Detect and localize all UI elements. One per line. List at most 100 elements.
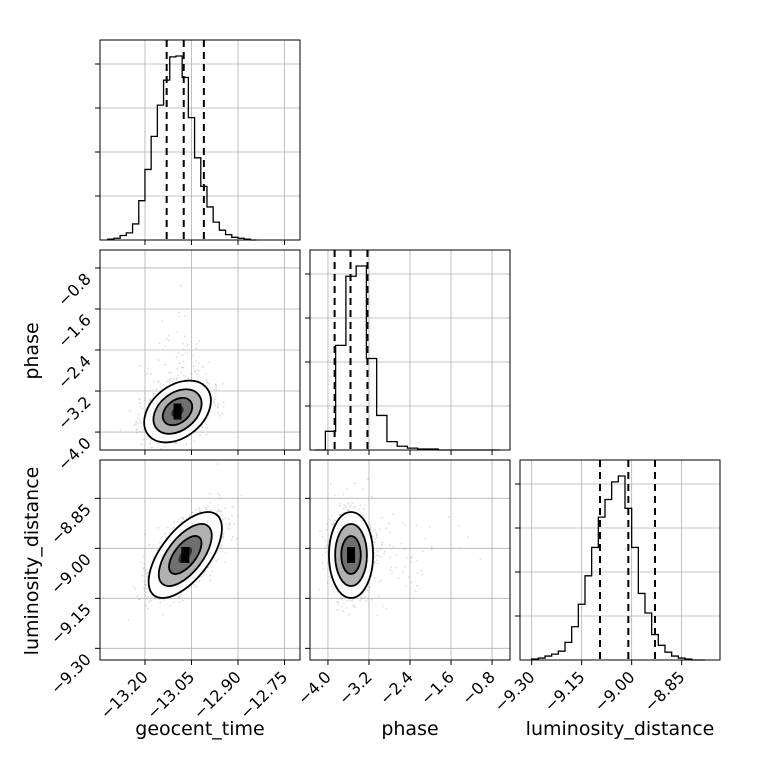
scatter-geocent-time-vs-luminosity-distance-point <box>211 570 213 572</box>
scatter-geocent-time-vs-phase-point <box>215 386 217 389</box>
x-axis-label-phase: phase <box>381 718 438 740</box>
scatter-phase-vs-luminosity-distance-point <box>325 551 328 553</box>
scatter-geocent-time-vs-luminosity-distance-point <box>190 585 193 588</box>
scatter-phase-vs-luminosity-distance-point <box>342 609 344 612</box>
scatter-phase-vs-luminosity-distance-point <box>326 523 329 526</box>
scatter-phase-vs-luminosity-distance-point <box>373 577 376 580</box>
scatter-geocent-time-vs-phase-point <box>149 397 152 400</box>
x-tick-label-luminosity-distance: −9.30 <box>490 667 538 715</box>
scatter-phase-vs-luminosity-distance-point <box>375 536 378 539</box>
scatter-geocent-time-vs-phase-point <box>214 398 217 401</box>
scatter-phase-vs-luminosity-distance-frame <box>309 459 511 661</box>
scatter-geocent-time-vs-luminosity-distance-point <box>141 574 144 577</box>
scatter-geocent-time-vs-luminosity-distance-point <box>209 493 212 495</box>
scatter-phase-vs-luminosity-distance-point <box>466 536 469 539</box>
scatter-phase-vs-luminosity-distance-point <box>389 556 392 559</box>
scatter-geocent-time-vs-luminosity-distance-point <box>143 566 145 569</box>
scatter-geocent-time-vs-phase-point <box>217 406 219 409</box>
scatter-geocent-time-vs-luminosity-distance-point <box>146 575 149 578</box>
scatter-phase-vs-luminosity-distance-point <box>410 561 413 564</box>
scatter-geocent-time-vs-luminosity-distance-point <box>190 511 193 514</box>
scatter-geocent-time-vs-phase-point <box>167 334 170 337</box>
scatter-geocent-time-vs-phase-point <box>164 345 167 347</box>
scatter-phase-vs-luminosity-distance-point <box>324 540 327 542</box>
scatter-geocent-time-vs-luminosity-distance-point <box>182 516 185 519</box>
scatter-phase-vs-luminosity-distance-point <box>365 600 367 603</box>
scatter-geocent-time-vs-phase-point <box>136 422 139 425</box>
y-axis-label-phase: phase <box>21 322 43 379</box>
scatter-geocent-time-vs-luminosity-distance-point <box>181 599 184 602</box>
scatter-phase-vs-luminosity-distance-point <box>347 502 350 505</box>
scatter-geocent-time-vs-phase-point <box>216 412 219 414</box>
scatter-geocent-time-vs-phase-point <box>195 373 198 376</box>
scatter-geocent-time-vs-phase-point <box>184 352 187 355</box>
scatter-geocent-time-vs-luminosity-distance-point <box>143 562 146 565</box>
scatter-geocent-time-vs-phase-point <box>221 412 224 415</box>
y-tick-label-luminosity-distance: −9.15 <box>47 600 95 648</box>
scatter-geocent-time-vs-phase-point <box>168 371 170 374</box>
scatter-geocent-time-vs-luminosity-distance-point <box>222 534 225 537</box>
scatter-geocent-time-vs-luminosity-distance-point <box>145 587 148 590</box>
scatter-geocent-time-vs-phase-point <box>139 405 142 408</box>
scatter-phase-vs-luminosity-distance-point <box>352 506 355 509</box>
scatter-phase-vs-luminosity-distance-point <box>371 598 373 601</box>
scatter-geocent-time-vs-luminosity-distance-point <box>142 567 145 570</box>
scatter-geocent-time-vs-luminosity-distance-point <box>209 579 212 582</box>
scatter-geocent-time-vs-phase-point <box>143 392 146 395</box>
scatter-phase-vs-luminosity-distance-point <box>362 488 365 490</box>
scatter-geocent-time-vs-luminosity-distance-point <box>232 535 234 538</box>
x-tick-label-geocent-time: −12.75 <box>236 667 291 722</box>
scatter-geocent-time-vs-luminosity-distance-point <box>217 492 219 495</box>
scatter-geocent-time-vs-phase-point <box>207 361 210 364</box>
scatter-geocent-time-vs-luminosity-distance-point <box>221 544 223 546</box>
scatter-phase-vs-luminosity-distance-point <box>401 571 404 574</box>
scatter-phase-vs-luminosity-distance-point <box>369 528 372 531</box>
scatter-geocent-time-vs-phase-point <box>175 441 178 444</box>
scatter-geocent-time-vs-phase-point <box>175 442 178 445</box>
scatter-geocent-time-vs-phase-point <box>152 392 155 395</box>
scatter-geocent-time-vs-luminosity-distance-point <box>194 585 197 588</box>
scatter-phase-vs-luminosity-distance-point <box>391 572 394 574</box>
scatter-geocent-time-vs-luminosity-distance-point <box>188 513 191 516</box>
scatter-phase-vs-luminosity-distance-point <box>336 601 339 604</box>
scatter-geocent-time-vs-phase-point <box>177 351 180 354</box>
scatter-geocent-time-vs-luminosity-distance-point <box>159 542 161 544</box>
scatter-geocent-time-vs-phase-point <box>144 399 147 402</box>
scatter-geocent-time-vs-phase-point <box>152 380 155 383</box>
scatter-phase-vs-luminosity-distance-point <box>370 495 373 498</box>
scatter-phase-vs-luminosity-distance-point <box>397 576 400 579</box>
scatter-phase-vs-luminosity-distance-point <box>430 549 433 551</box>
scatter-geocent-time-vs-phase-point <box>219 414 222 417</box>
scatter-geocent-time-vs-phase-point <box>176 367 178 370</box>
scatter-geocent-time-vs-phase-point <box>206 380 208 383</box>
scatter-geocent-time-vs-luminosity-distance-point <box>162 613 164 616</box>
scatter-phase-vs-luminosity-distance-point <box>326 545 329 548</box>
x-tick-label-geocent-time: −13.20 <box>96 667 151 722</box>
scatter-geocent-time-vs-luminosity-distance-point <box>205 508 208 511</box>
scatter-geocent-time-vs-phase-point <box>206 427 209 430</box>
scatter-phase-vs-luminosity-distance-point <box>333 494 336 497</box>
scatter-geocent-time-vs-phase-point <box>142 428 145 431</box>
scatter-geocent-time-vs-phase-point <box>180 284 183 287</box>
scatter-geocent-time-vs-phase-point <box>202 365 205 368</box>
scatter-geocent-time-vs-luminosity-distance-point <box>166 526 169 529</box>
scatter-geocent-time-vs-luminosity-distance-point <box>147 595 150 598</box>
scatter-geocent-time-vs-phase-point <box>184 345 187 347</box>
scatter-phase-vs-luminosity-distance-point <box>447 515 450 518</box>
scatter-geocent-time-vs-phase-point <box>183 374 185 377</box>
scatter-phase-vs-luminosity-distance-point <box>338 504 341 507</box>
scatter-phase-vs-luminosity-distance-point <box>389 544 391 547</box>
scatter-phase-vs-luminosity-distance-point <box>401 522 404 524</box>
scatter-phase-vs-luminosity-distance-point <box>376 614 379 617</box>
scatter-phase-vs-luminosity-distance-point <box>411 556 413 559</box>
scatter-geocent-time-vs-luminosity-distance-point <box>169 531 171 534</box>
scatter-geocent-time-vs-phase-point <box>192 440 195 442</box>
scatter-phase-vs-luminosity-distance-point <box>326 582 329 585</box>
scatter-geocent-time-vs-luminosity-distance-point <box>169 605 171 608</box>
scatter-geocent-time-vs-phase-point <box>166 338 168 340</box>
scatter-geocent-time-vs-phase-point <box>172 380 174 383</box>
grid-layer <box>100 40 720 660</box>
scatter-phase-vs-luminosity-distance-point <box>424 537 427 540</box>
scatter-geocent-time-vs-phase-point <box>138 430 141 433</box>
scatter-phase-vs-luminosity-distance-point <box>429 526 431 529</box>
